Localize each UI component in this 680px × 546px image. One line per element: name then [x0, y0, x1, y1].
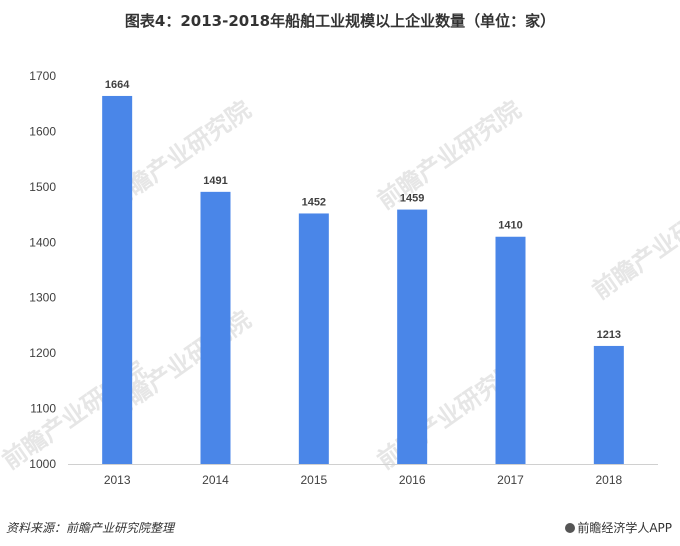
watermark-text: 前瞻产业研究院 — [587, 186, 680, 305]
bar-layer — [102, 95, 624, 465]
x-tick-label: 2013 — [104, 473, 131, 487]
y-tick-label: 1300 — [29, 291, 56, 305]
chart-title: 图表4：2013-2018年船舶工业规模以上企业数量（单位：家） — [124, 12, 556, 30]
data-label: 1410 — [498, 220, 522, 232]
y-tick-label: 1100 — [30, 402, 56, 416]
y-tick-label: 1400 — [29, 235, 56, 249]
data-label: 1459 — [400, 193, 424, 205]
source-note: 资料来源：前瞻产业研究院整理 — [6, 521, 175, 535]
bar — [397, 209, 428, 464]
data-label: 1213 — [597, 329, 621, 341]
x-tick-label: 2018 — [595, 473, 622, 487]
data-label: 1664 — [105, 79, 130, 91]
x-tick-label: 2014 — [202, 473, 229, 487]
data-label: 1452 — [302, 196, 326, 208]
bar — [200, 191, 231, 465]
axis-layer: 1000 1100 1200 1300 1400 1500 1600 1700 — [29, 69, 658, 471]
y-tick-label: 1700 — [29, 69, 56, 83]
y-tick-label: 1600 — [29, 124, 56, 138]
bar — [102, 95, 133, 464]
x-tick-label: 2016 — [399, 473, 426, 487]
brand-label: 前瞻经济学人APP — [577, 521, 672, 535]
bar — [593, 345, 624, 464]
y-tick-label: 1500 — [29, 180, 56, 194]
data-label: 1491 — [203, 175, 227, 187]
bar — [298, 213, 329, 464]
y-tick-label: 1000 — [29, 457, 56, 471]
brand-credit: 前瞻经济学人APP — [565, 519, 672, 536]
watermark-text: 前瞻产业研究院 — [372, 96, 526, 215]
x-tick-label: 2015 — [300, 473, 327, 487]
brand-logo-icon — [565, 523, 576, 533]
label-layer: 1664 2013 1491 2014 1452 2015 1459 2016 1410 2017… — [104, 79, 623, 487]
bar — [495, 236, 526, 464]
x-tick-label: 2017 — [497, 473, 524, 487]
y-tick-label: 1200 — [29, 346, 56, 360]
